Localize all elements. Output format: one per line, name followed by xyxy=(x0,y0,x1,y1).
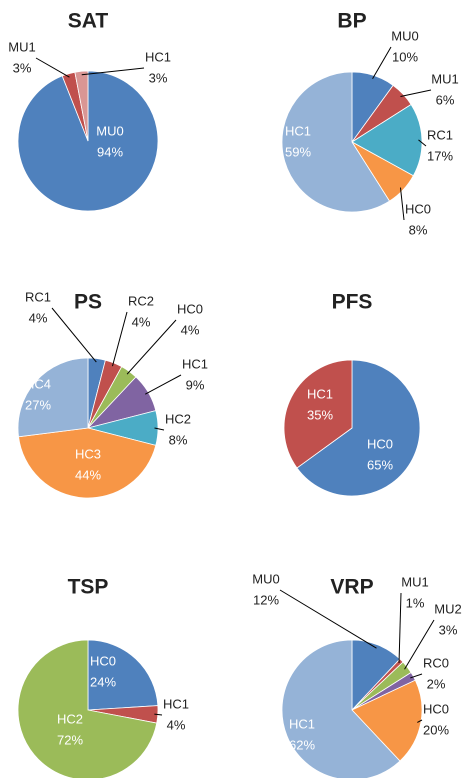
pie-slice xyxy=(283,359,353,469)
slice-value-label: 6% xyxy=(436,92,455,107)
slice-value-label: 72% xyxy=(57,732,83,747)
pie-title: PS xyxy=(74,291,102,314)
leader-line xyxy=(410,673,423,679)
slice-value-label: 62% xyxy=(289,737,315,752)
slice-category: HC2 xyxy=(165,411,191,426)
leader-line xyxy=(372,46,392,80)
leader-line xyxy=(126,319,177,375)
slice-category: HC0 xyxy=(423,701,449,716)
pie-slice xyxy=(351,679,423,762)
slice-category: MU0 xyxy=(252,571,279,586)
pie-title: VRP xyxy=(330,576,373,599)
slice-value-label: 3% xyxy=(13,60,32,75)
slice-category: HC1 xyxy=(307,386,333,401)
slice-category: HC1 xyxy=(163,696,189,711)
slice-category: HC1 xyxy=(145,49,171,64)
slice-category: HC2 xyxy=(57,711,83,726)
slice-category: RC1 xyxy=(427,127,453,142)
slice-category: RC0 xyxy=(423,655,449,670)
slice-value-label: 4% xyxy=(181,322,200,337)
slice-value-label: 1% xyxy=(406,595,425,610)
slice-value-label: 65% xyxy=(367,457,393,472)
slice-value-label: 4% xyxy=(167,717,186,732)
pie-slice xyxy=(281,71,391,213)
slice-value-label: 2% xyxy=(427,676,446,691)
slice-category: MU1 xyxy=(401,574,428,589)
slice-category: HC0 xyxy=(177,301,203,316)
slice-value-label: 24% xyxy=(90,674,116,689)
leader-line xyxy=(145,374,182,395)
slice-value-label: 3% xyxy=(439,622,458,637)
slice-value-label: 8% xyxy=(169,432,188,447)
slice-value-label: 35% xyxy=(307,407,333,422)
slice-value-label: 59% xyxy=(285,144,311,159)
leader-line xyxy=(400,89,432,97)
slice-value-label: 8% xyxy=(409,222,428,237)
leader-line xyxy=(398,592,402,663)
pie-slice xyxy=(296,359,421,497)
leader-line xyxy=(404,619,435,670)
slice-category: RC2 xyxy=(128,293,154,308)
leader-line xyxy=(81,67,145,76)
pie-slice xyxy=(351,103,423,177)
pie-slice xyxy=(17,357,89,438)
pie-slice xyxy=(87,639,159,711)
slice-category: HC3 xyxy=(75,446,101,461)
slice-category: MU2 xyxy=(434,601,461,616)
slice-value-label: 4% xyxy=(29,310,48,325)
slice-value-label: 44% xyxy=(75,467,101,482)
slice-category: HC0 xyxy=(405,201,431,216)
pie-title: BP xyxy=(337,10,366,33)
slice-value-label: 12% xyxy=(253,592,279,607)
slice-value-label: 17% xyxy=(427,148,453,163)
leader-line xyxy=(279,589,377,649)
pie-slice xyxy=(17,639,158,778)
leader-line xyxy=(417,719,423,723)
slice-category: MU0 xyxy=(391,28,418,43)
leader-line xyxy=(418,139,427,147)
slice-value-label: 10% xyxy=(392,49,418,64)
slice-category: MU0 xyxy=(96,123,123,138)
slice-value-label: 27% xyxy=(25,397,51,412)
slice-value-label: 20% xyxy=(423,722,449,737)
slice-category: HC4 xyxy=(25,376,51,391)
slice-category: HC1 xyxy=(289,716,315,731)
slice-value-label: 94% xyxy=(97,144,123,159)
slice-value-label: 9% xyxy=(186,377,205,392)
pie-title: SAT xyxy=(68,10,109,33)
slice-value-label: 3% xyxy=(149,70,168,85)
slice-category: MU1 xyxy=(431,71,458,86)
leader-line xyxy=(111,311,128,367)
leader-line xyxy=(399,187,405,221)
pie-title: TSP xyxy=(68,576,109,599)
leader-line xyxy=(154,427,165,431)
leader-line xyxy=(35,57,70,78)
leader-line xyxy=(51,307,97,363)
slice-value-label: 4% xyxy=(132,314,151,329)
slice-category: HC1 xyxy=(182,356,208,371)
slice-category: MU1 xyxy=(8,39,35,54)
slice-category: HC0 xyxy=(90,653,116,668)
slice-category: HC0 xyxy=(367,436,393,451)
slice-category: HC1 xyxy=(285,123,311,138)
leader-line xyxy=(154,713,163,716)
pie-slice xyxy=(74,70,89,142)
pie-slice xyxy=(281,639,401,778)
pie-slice xyxy=(18,427,157,499)
slice-category: RC1 xyxy=(25,289,51,304)
pie-title: PFS xyxy=(332,291,373,314)
